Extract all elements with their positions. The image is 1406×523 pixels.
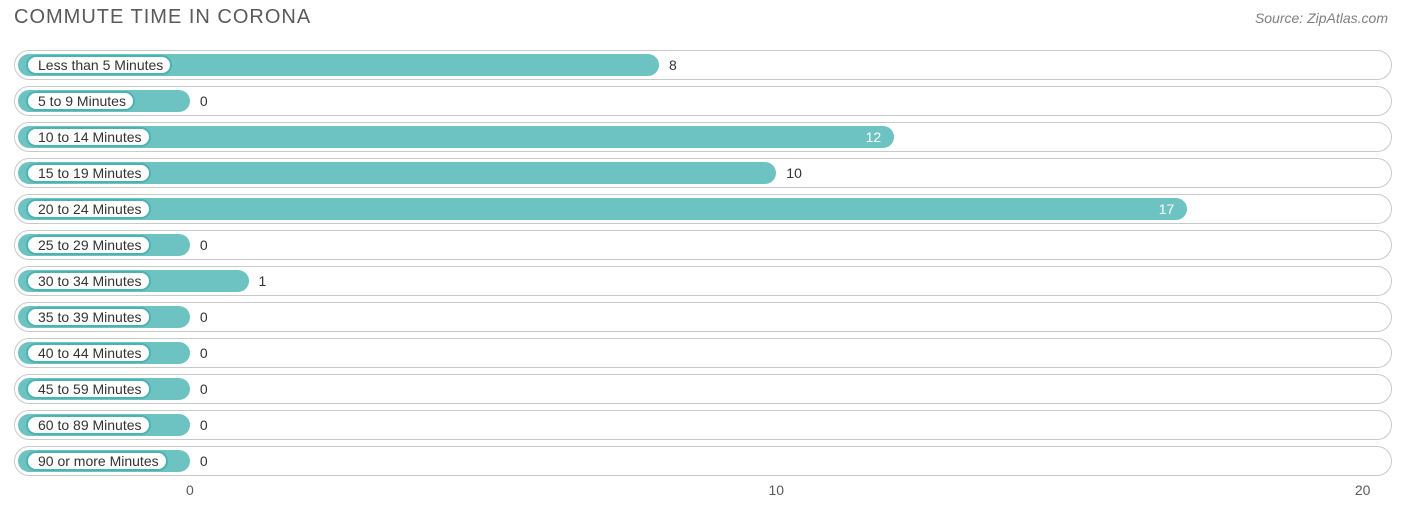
value-label: 1 [259, 266, 267, 296]
category-pill: 90 or more Minutes [26, 451, 168, 471]
bar-row: 90 or more Minutes 0 [14, 446, 1392, 476]
category-label: 10 to 14 Minutes [28, 129, 149, 145]
x-tick: 0 [186, 482, 194, 498]
bar-track [14, 374, 1392, 404]
bar-track [14, 410, 1392, 440]
category-pill: 25 to 29 Minutes [26, 235, 151, 255]
category-pill: 15 to 19 Minutes [26, 163, 151, 183]
bar-row: 40 to 44 Minutes 0 [14, 338, 1392, 368]
bar-row: 10 to 14 Minutes 12 [14, 122, 1392, 152]
category-label: 45 to 59 Minutes [28, 381, 149, 397]
bar-row: 5 to 9 Minutes 0 [14, 86, 1392, 116]
category-label: 25 to 29 Minutes [28, 237, 149, 253]
bar-track [14, 446, 1392, 476]
value-label: 0 [200, 302, 208, 332]
value-label: 0 [200, 410, 208, 440]
bar-row: 45 to 59 Minutes 0 [14, 374, 1392, 404]
category-pill: 30 to 34 Minutes [26, 271, 151, 291]
x-tick: 10 [769, 482, 785, 498]
category-label: 60 to 89 Minutes [28, 417, 149, 433]
bar-track [14, 338, 1392, 368]
bar-track [14, 302, 1392, 332]
category-pill: Less than 5 Minutes [26, 55, 172, 75]
source-attribution: Source: ZipAtlas.com [1255, 10, 1388, 26]
category-pill: 60 to 89 Minutes [26, 415, 151, 435]
category-pill: 20 to 24 Minutes [26, 199, 151, 219]
category-label: 20 to 24 Minutes [28, 201, 149, 217]
bar-row: 35 to 39 Minutes 0 [14, 302, 1392, 332]
x-axis: 0 10 20 [14, 482, 1392, 502]
bar-row: 60 to 89 Minutes 0 [14, 410, 1392, 440]
category-pill: 5 to 9 Minutes [26, 91, 135, 111]
category-label: 90 or more Minutes [28, 453, 166, 469]
category-label: 15 to 19 Minutes [28, 165, 149, 181]
chart-container: COMMUTE TIME IN CORONA Source: ZipAtlas.… [0, 0, 1406, 523]
chart-title: COMMUTE TIME IN CORONA [14, 6, 311, 29]
bar-row: Less than 5 Minutes 8 [14, 50, 1392, 80]
category-pill: 45 to 59 Minutes [26, 379, 151, 399]
value-label: 0 [200, 230, 208, 260]
category-label: 30 to 34 Minutes [28, 273, 149, 289]
value-label: 8 [669, 50, 677, 80]
bar-track [14, 230, 1392, 260]
category-pill: 40 to 44 Minutes [26, 343, 151, 363]
bar-row: 30 to 34 Minutes 1 [14, 266, 1392, 296]
x-tick: 20 [1355, 482, 1371, 498]
value-label: 0 [200, 374, 208, 404]
category-label: Less than 5 Minutes [28, 57, 170, 73]
bar-track [14, 86, 1392, 116]
category-pill: 10 to 14 Minutes [26, 127, 151, 147]
bar [18, 198, 1187, 220]
value-label: 12 [866, 122, 882, 152]
category-pill: 35 to 39 Minutes [26, 307, 151, 327]
category-label: 35 to 39 Minutes [28, 309, 149, 325]
bar-row: 15 to 19 Minutes 10 [14, 158, 1392, 188]
value-label: 0 [200, 446, 208, 476]
category-label: 40 to 44 Minutes [28, 345, 149, 361]
plot-area: Less than 5 Minutes 8 5 to 9 Minutes 0 10 to… [14, 50, 1392, 482]
value-label: 17 [1159, 194, 1175, 224]
value-label: 0 [200, 338, 208, 368]
bar-row: 20 to 24 Minutes 17 [14, 194, 1392, 224]
value-label: 10 [786, 158, 802, 188]
value-label: 0 [200, 86, 208, 116]
category-label: 5 to 9 Minutes [28, 93, 133, 109]
bar-row: 25 to 29 Minutes 0 [14, 230, 1392, 260]
